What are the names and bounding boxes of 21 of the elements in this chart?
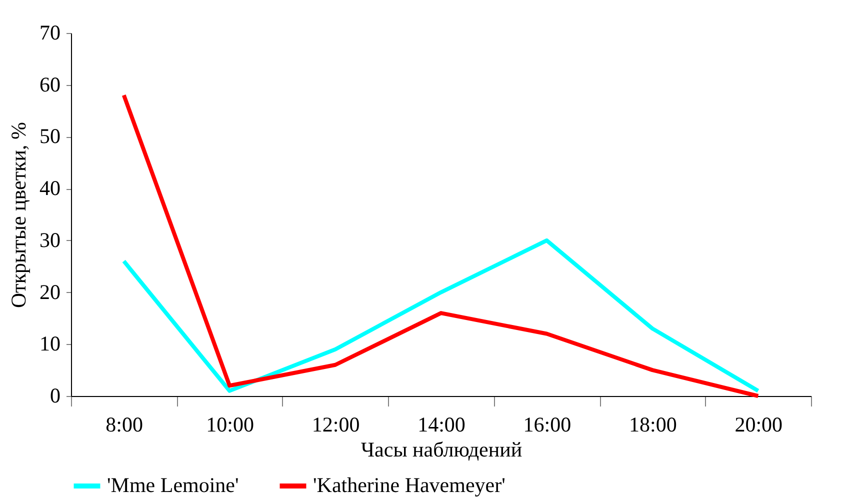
x-axis-title: Часы наблюдений xyxy=(360,438,522,462)
x-tick-label: 18:00 xyxy=(629,412,677,436)
legend-label: 'Katherine Havemeyer' xyxy=(313,473,506,497)
x-tick-label: 20:00 xyxy=(734,412,783,436)
x-tick-label: 12:00 xyxy=(312,412,360,436)
y-tick-label: 40 xyxy=(40,176,60,200)
x-tick-label: 10:00 xyxy=(206,412,254,436)
line-series xyxy=(122,93,760,398)
y-tick-label: 30 xyxy=(40,228,60,252)
legend-label: 'Mme Lemoine' xyxy=(107,473,239,497)
y-tick-label: 60 xyxy=(40,72,60,96)
y-tick-label: 0 xyxy=(50,384,60,408)
y-tick-label: 10 xyxy=(40,332,60,356)
y-tick-label: 20 xyxy=(40,280,60,304)
line-series xyxy=(122,238,760,393)
y-tick-label: 70 xyxy=(40,20,60,44)
x-tick-label: 8:00 xyxy=(106,412,144,436)
y-axis-title: Открытые цветки, % xyxy=(6,122,30,308)
y-tick-label: 50 xyxy=(40,124,60,148)
x-tick-label: 16:00 xyxy=(523,412,572,436)
x-tick-label: 14:00 xyxy=(418,412,466,436)
